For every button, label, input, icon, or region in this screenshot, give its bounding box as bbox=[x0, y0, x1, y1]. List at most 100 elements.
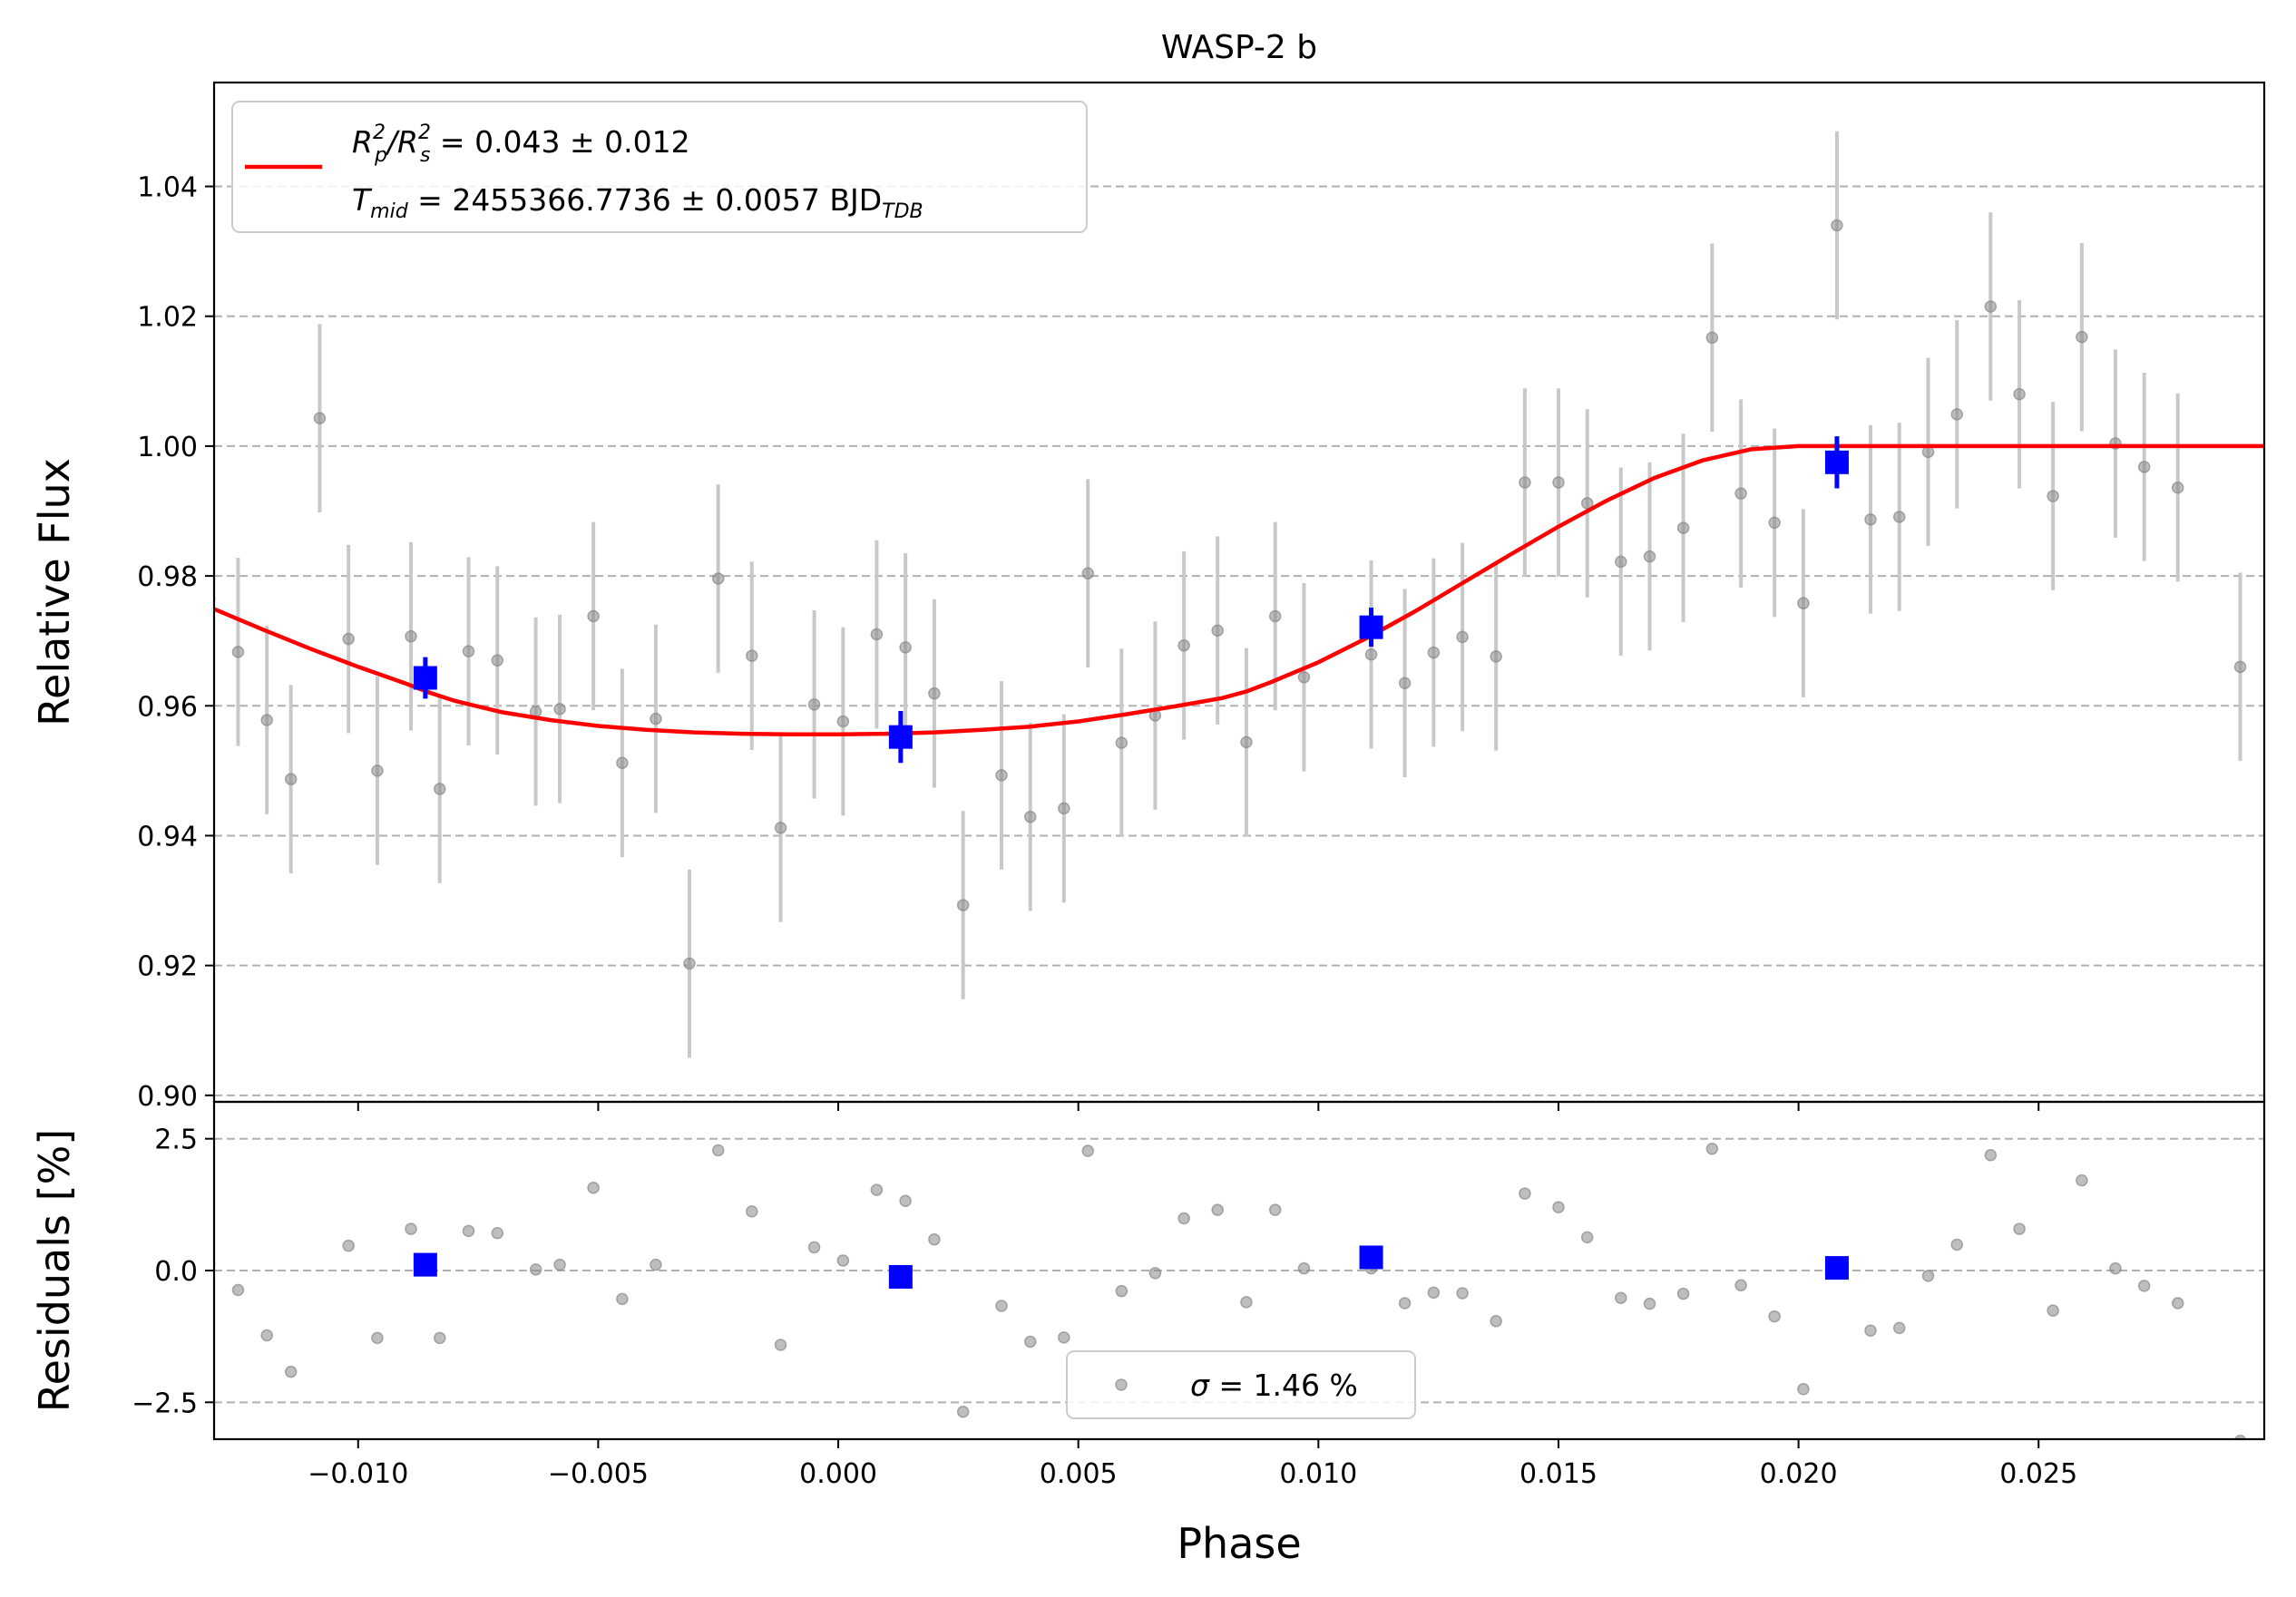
residual-point bbox=[231, 1283, 245, 1297]
top-y-axis: 0.90 0.92 0.94 0.96 0.98 1.00 1.02 1.04 bbox=[137, 172, 214, 1113]
top-y-tick-label: 0.90 bbox=[137, 1081, 198, 1113]
bottom-y-axis-label: Residuals [%] bbox=[30, 1129, 79, 1412]
residual-point bbox=[529, 1263, 542, 1276]
flux-data-point bbox=[1580, 497, 1594, 510]
flux-data-point bbox=[1268, 609, 1282, 623]
residual-point bbox=[1676, 1287, 1690, 1300]
residual-point bbox=[260, 1329, 273, 1342]
residual-point bbox=[342, 1239, 355, 1252]
flux-data-point bbox=[1297, 671, 1311, 684]
flux-data-point bbox=[2013, 387, 2026, 401]
residual-point bbox=[587, 1181, 600, 1194]
legend-sigma-entry: σ = 1.46 % bbox=[1190, 1368, 1358, 1403]
x-tick-label: 0.025 bbox=[1999, 1458, 2077, 1490]
bottom-legend: σ = 1.46 % bbox=[1066, 1350, 1416, 1419]
flux-data-point bbox=[746, 649, 758, 662]
residual-point bbox=[616, 1292, 629, 1306]
residual-point bbox=[462, 1224, 475, 1238]
flux-data-point bbox=[1519, 476, 1531, 489]
residual-point bbox=[1705, 1142, 1719, 1155]
flux-data-point bbox=[342, 632, 355, 646]
legend-rp-rs-entry: R2 p/R2 s = 0.043 ± 0.012 bbox=[352, 122, 690, 167]
binned-residual-point bbox=[888, 1264, 913, 1289]
residual-point bbox=[1058, 1331, 1070, 1344]
flux-data-point bbox=[807, 698, 821, 711]
top-y-tick-label: 0.98 bbox=[137, 561, 198, 593]
flux-data-point bbox=[1024, 810, 1037, 823]
residual-point bbox=[1456, 1287, 1469, 1300]
top-legend-box bbox=[231, 101, 1088, 233]
x-tick-label: 0.020 bbox=[1760, 1458, 1838, 1490]
flux-data-point bbox=[284, 773, 298, 785]
flux-data-point bbox=[995, 769, 1008, 782]
top-y-tick-label: 1.02 bbox=[137, 302, 198, 334]
residual-point bbox=[774, 1339, 787, 1351]
legend-rp-sub: p bbox=[374, 144, 387, 167]
flux-data-point bbox=[1081, 567, 1095, 579]
flux-data-point bbox=[683, 957, 696, 970]
residual-point bbox=[1240, 1296, 1253, 1309]
flux-data-point bbox=[313, 412, 327, 424]
x-tick-label: 0.015 bbox=[1519, 1458, 1597, 1490]
residual-point bbox=[899, 1194, 912, 1208]
residual-point bbox=[553, 1258, 566, 1271]
legend-rs-sub: s bbox=[420, 144, 430, 167]
top-y-tick-label: 0.94 bbox=[137, 821, 198, 852]
residual-point bbox=[870, 1183, 884, 1196]
flux-data-point bbox=[405, 629, 417, 643]
legend-rs-sup: 2 bbox=[418, 122, 431, 144]
flux-data-point bbox=[1177, 638, 1190, 652]
flux-data-point bbox=[928, 687, 941, 700]
residual-point bbox=[371, 1331, 384, 1345]
legend-rp-symbol: R bbox=[352, 124, 373, 160]
flux-data-point bbox=[1240, 735, 1253, 749]
flux-data-point bbox=[899, 641, 912, 654]
residual-point bbox=[2171, 1297, 2184, 1310]
residual-point bbox=[1864, 1324, 1877, 1338]
residual-point bbox=[1643, 1297, 1656, 1310]
residual-point bbox=[1427, 1286, 1441, 1300]
bottom-y-tick-label: −2.5 bbox=[132, 1388, 198, 1419]
flux-data-point bbox=[587, 609, 600, 623]
flux-data-point bbox=[1984, 300, 1998, 313]
flux-data-point bbox=[956, 899, 970, 911]
residual-point bbox=[1490, 1315, 1502, 1328]
x-axis: −0.010 −0.005 0.000 0.005 0.010 0.015 0.020 0.0… bbox=[308, 1439, 2077, 1490]
flux-data-point bbox=[1921, 445, 1935, 459]
flux-data-point bbox=[371, 764, 384, 777]
binned-residual-point bbox=[1824, 1256, 1849, 1281]
binned-flux-point bbox=[1359, 615, 1383, 639]
bottom-y-axis: −2.5 0.0 2.5 bbox=[132, 1125, 214, 1419]
flux-data-point bbox=[774, 822, 787, 834]
residual-points bbox=[214, 1142, 2247, 1439]
flux-data-point bbox=[1797, 597, 1810, 609]
chart-title: WASP-2 b bbox=[1161, 29, 1317, 66]
residual-point bbox=[1950, 1238, 1964, 1251]
flux-data-point bbox=[2137, 461, 2151, 473]
residual-point bbox=[2013, 1222, 2026, 1235]
residual-point bbox=[1268, 1203, 1282, 1216]
flux-data-point bbox=[1211, 624, 1224, 637]
residual-point bbox=[1984, 1148, 1998, 1162]
x-tick-label: 0.010 bbox=[1279, 1458, 1357, 1490]
residual-point bbox=[2109, 1261, 2122, 1275]
legend-sigma-symbol: σ bbox=[1190, 1368, 1210, 1403]
residual-point bbox=[1081, 1144, 1095, 1157]
flux-data-point bbox=[1398, 677, 1412, 689]
bottom-y-tick-label: 0.0 bbox=[154, 1256, 198, 1288]
top-y-axis-label: Relative Flux bbox=[30, 458, 79, 726]
residual-point bbox=[1797, 1383, 1810, 1396]
legend-residual-marker bbox=[1115, 1378, 1128, 1391]
flux-data-point bbox=[1950, 408, 1964, 421]
top-x-tick-marks bbox=[357, 1102, 2040, 1111]
residual-point bbox=[807, 1241, 821, 1254]
x-tick-label: −0.010 bbox=[308, 1458, 408, 1490]
residual-point bbox=[1552, 1201, 1565, 1213]
transit-model-curve bbox=[214, 443, 2264, 737]
residual-point bbox=[284, 1365, 298, 1378]
flux-data-point bbox=[1058, 802, 1070, 815]
flux-data-point bbox=[231, 646, 245, 658]
legend-tmid-sub: mid bbox=[370, 200, 409, 223]
